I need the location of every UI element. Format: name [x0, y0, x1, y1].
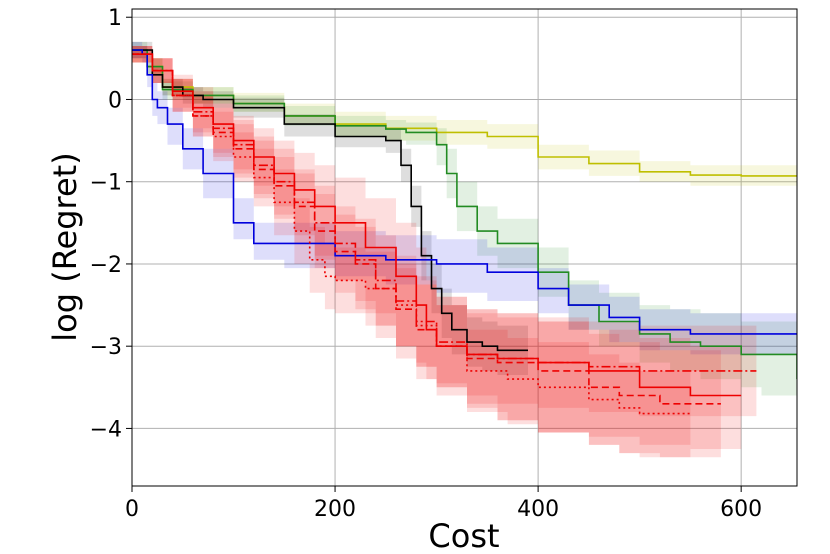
band-black [132, 41, 528, 376]
line-red-dashdot [132, 53, 757, 372]
line-red-dotted [132, 53, 691, 415]
line-green [132, 49, 797, 380]
y-tick-label: −2 [90, 253, 122, 278]
y-tick-label: −1 [90, 171, 122, 196]
x-axis-label: Cost [428, 517, 499, 554]
line-black [132, 49, 528, 352]
band-red-dashdot [132, 46, 757, 417]
band-red-dashed [132, 46, 721, 458]
confidence-bands [132, 41, 797, 458]
y-tick-label: −4 [90, 417, 122, 442]
y-tick-label: 1 [108, 6, 122, 31]
y-axis-label: log (Regret) [46, 152, 84, 341]
line-yellow [132, 53, 797, 177]
x-tick-label: 0 [125, 497, 139, 522]
band-yellow [132, 46, 797, 186]
y-tick-label: −3 [90, 335, 122, 360]
x-tick-label: 400 [517, 497, 559, 522]
band-blue [132, 41, 797, 355]
x-tick-label: 200 [314, 497, 356, 522]
band-red-solid [132, 46, 742, 449]
axis-ticks: 0 200 400 600 1 0 −1 −2 −3 −4 [90, 6, 763, 522]
band-green [132, 41, 797, 433]
x-tick-label: 600 [720, 497, 762, 522]
series-lines [132, 49, 797, 415]
band-red-dotted [132, 46, 691, 458]
y-tick-label: 0 [108, 88, 122, 113]
plot-frame [131, 8, 798, 487]
